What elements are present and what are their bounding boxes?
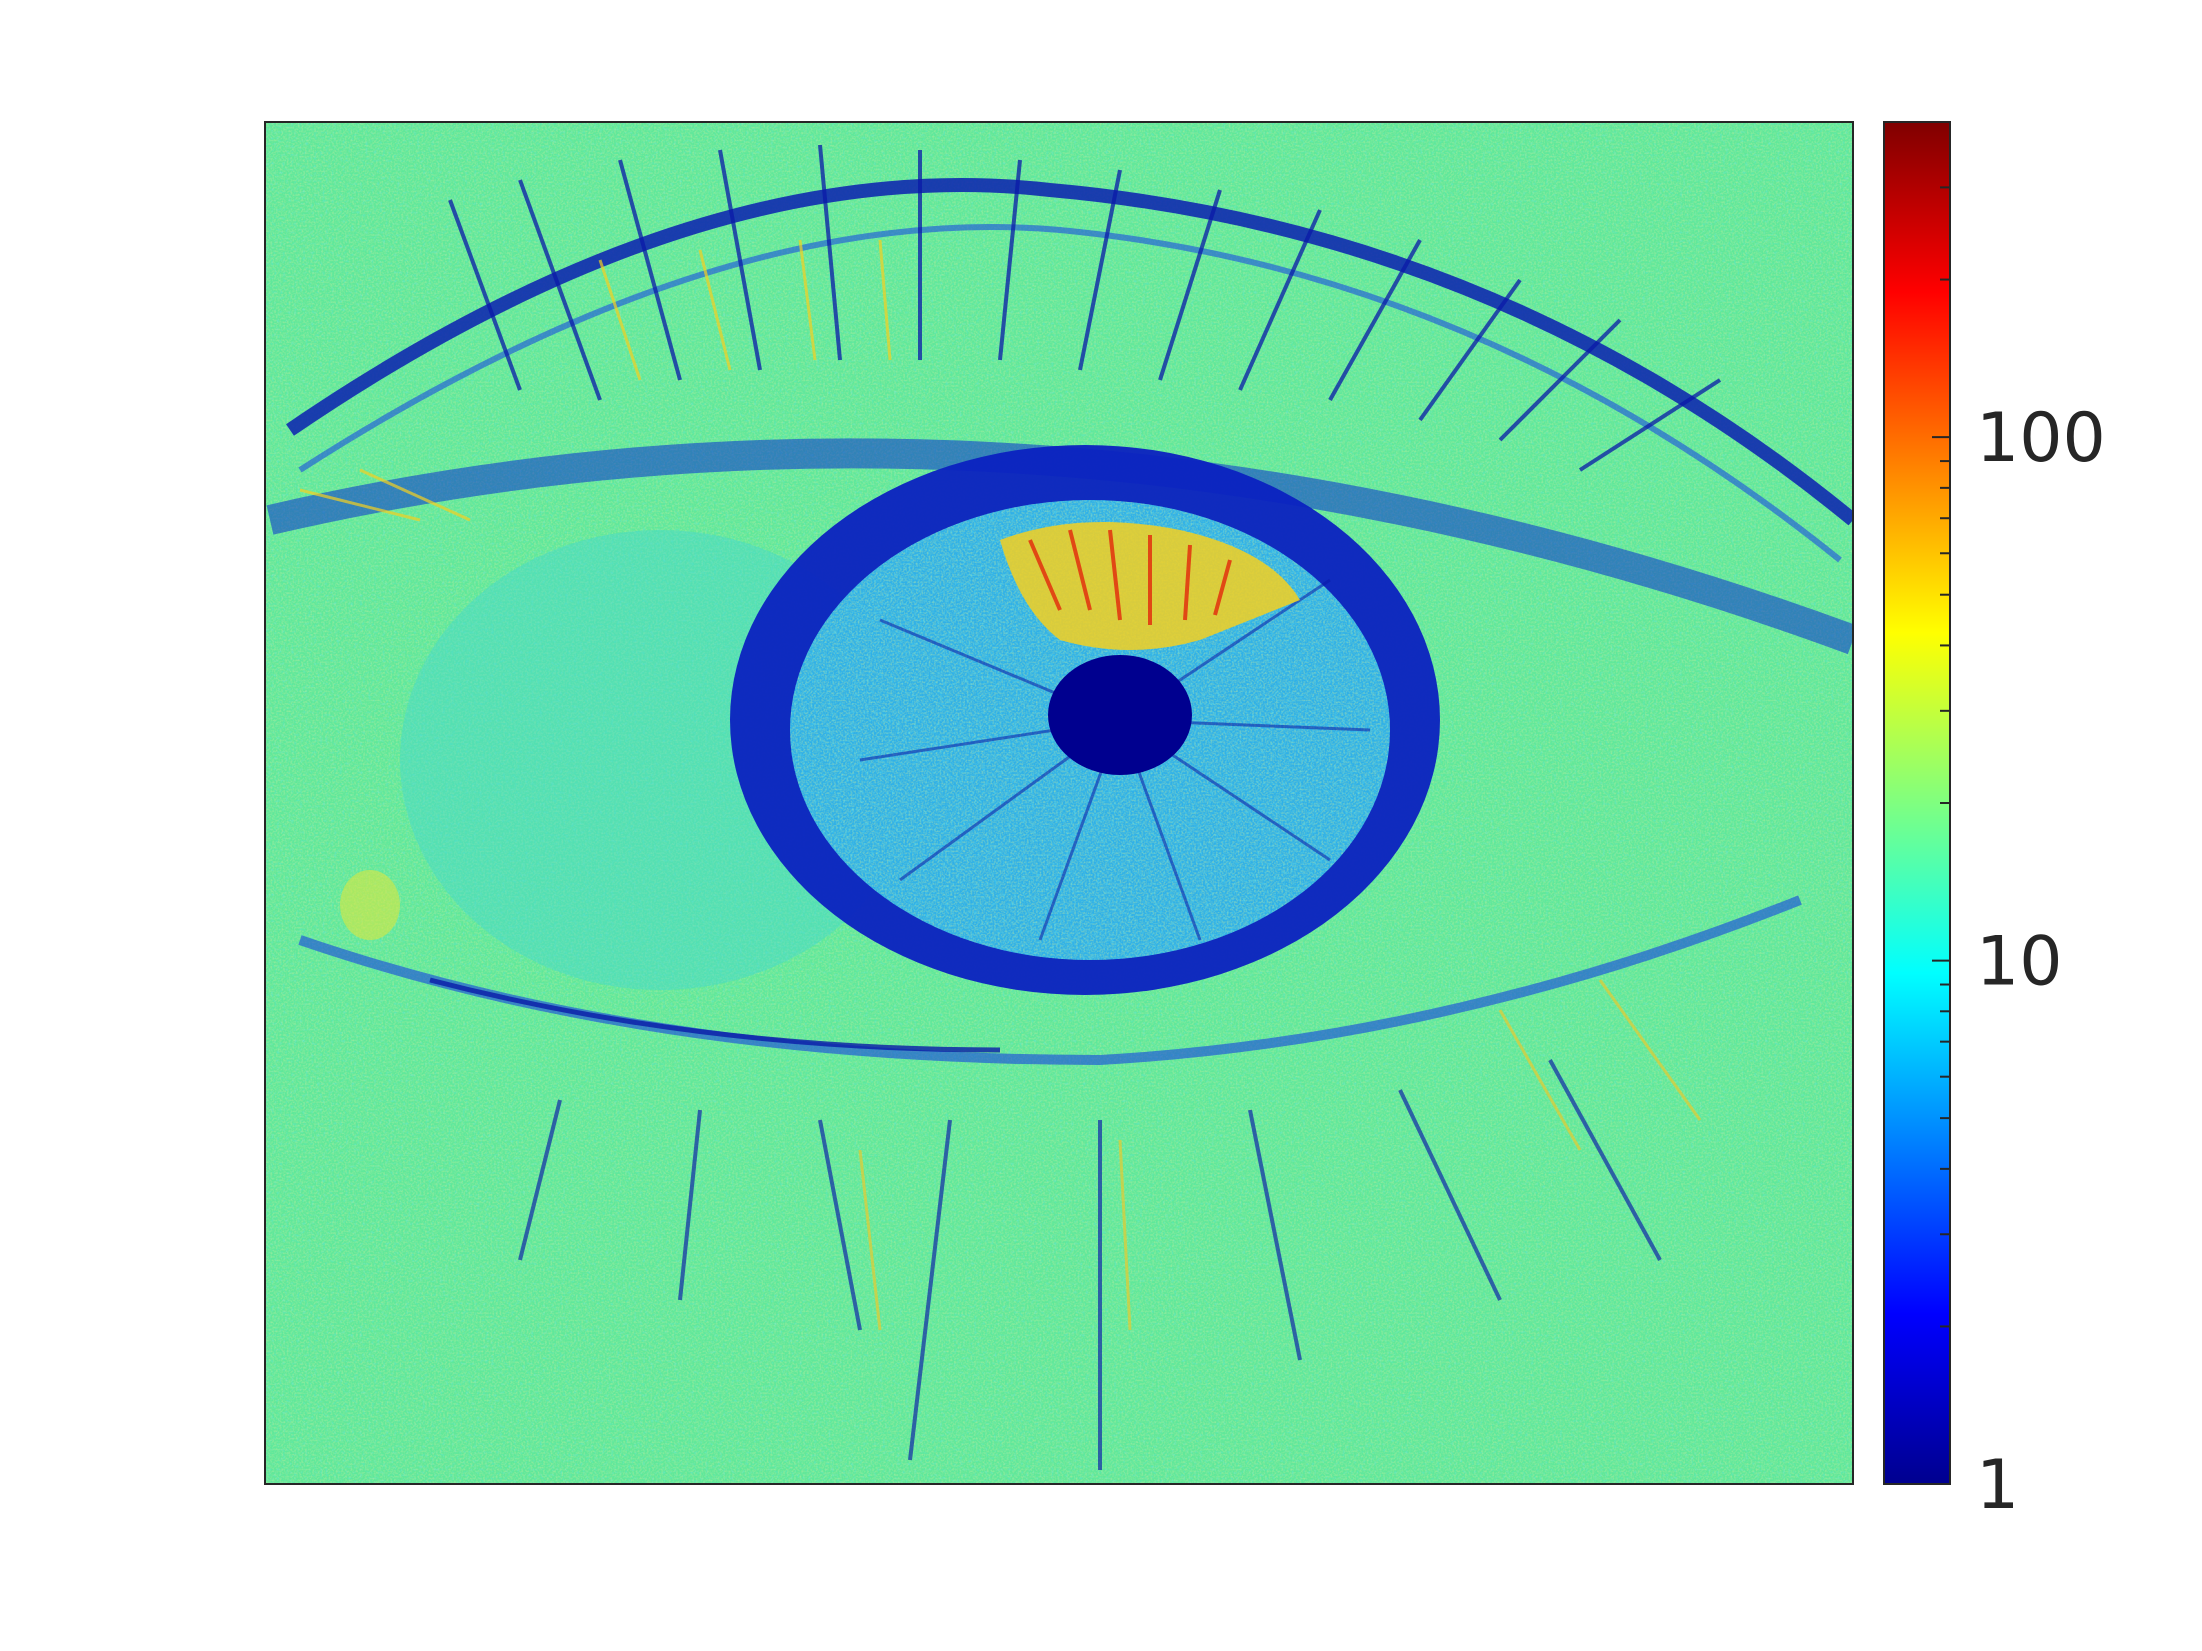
colorbar-tick-label: 10 [1976,923,2063,1002]
colorbar: 1 10 100 [1883,121,2106,1525]
colorbar-gradient [1884,122,1950,1484]
heatmap-image [265,122,1853,1484]
colorbar-tick-label: 100 [1976,399,2106,478]
colorbar-tick-label: 1 [1976,1446,2019,1525]
plot-frame [264,121,1854,1485]
colorbar-major-ticks: 1 10 100 [1932,399,2106,1525]
colorbar-minor-ticks [1940,121,1950,1328]
